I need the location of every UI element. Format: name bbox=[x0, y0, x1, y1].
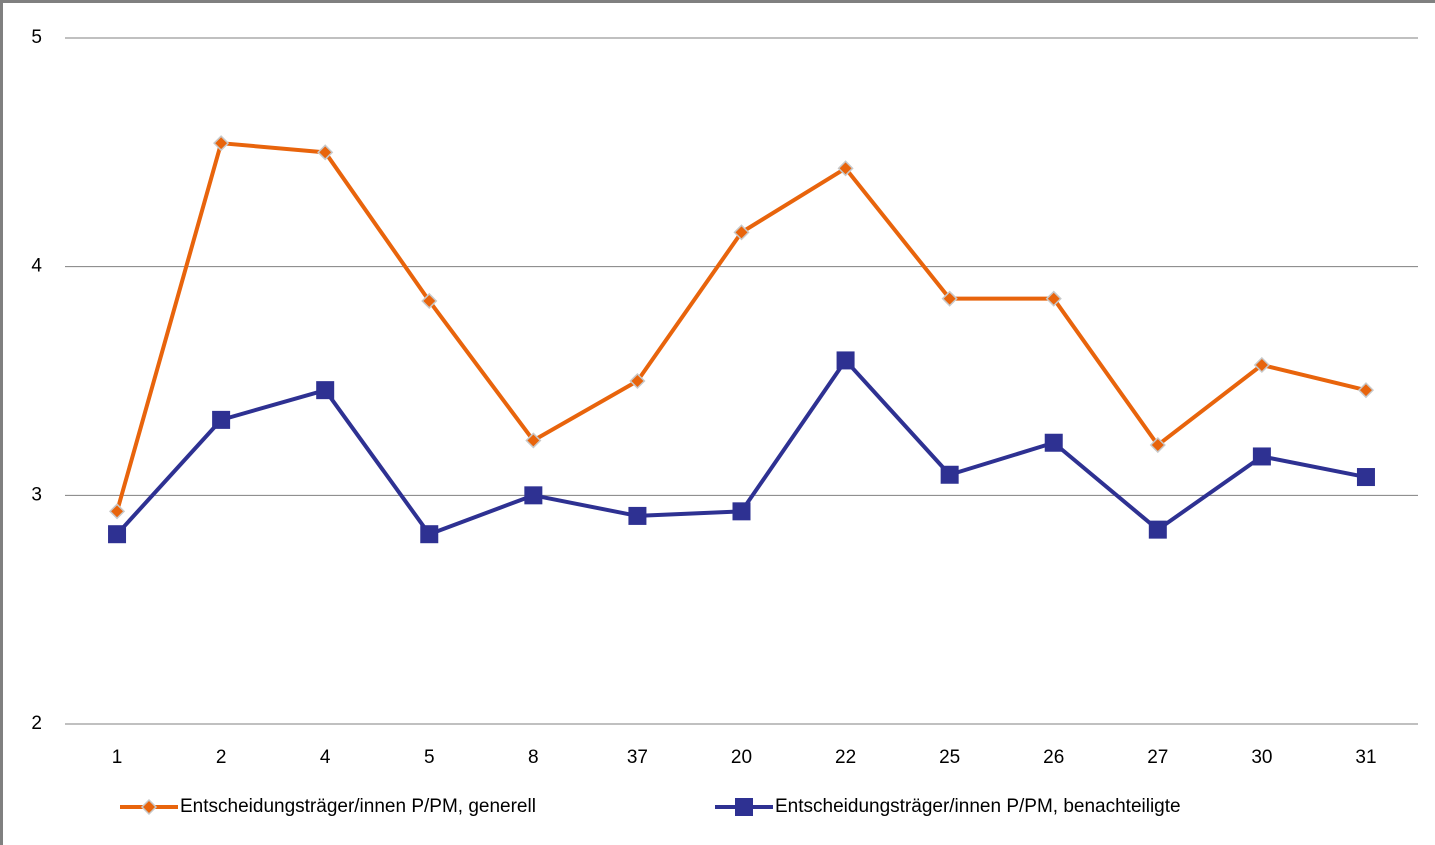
marker bbox=[1357, 382, 1375, 399]
marker bbox=[1148, 520, 1167, 539]
y-tick-label: 2 bbox=[31, 713, 42, 734]
marker bbox=[1045, 290, 1062, 307]
marker bbox=[1252, 447, 1271, 466]
x-tick-label: 20 bbox=[731, 747, 752, 768]
marker bbox=[733, 224, 750, 241]
y-tick-label: 5 bbox=[31, 27, 42, 48]
marker bbox=[1253, 356, 1270, 374]
marker bbox=[420, 525, 439, 544]
x-tick-label: 31 bbox=[1355, 747, 1376, 768]
marker bbox=[732, 502, 751, 521]
marker bbox=[1149, 436, 1166, 454]
marker bbox=[837, 160, 854, 177]
x-tick-label: 8 bbox=[528, 747, 539, 768]
marker bbox=[108, 525, 127, 544]
marker bbox=[628, 506, 647, 525]
series-line bbox=[115, 141, 1367, 512]
legend-label: Entscheidungsträger/innen P/PM, generell bbox=[180, 796, 536, 817]
legend-label: Entscheidungsträger/innen P/PM, benachte… bbox=[775, 796, 1181, 817]
x-tick-label: 27 bbox=[1147, 747, 1168, 768]
marker bbox=[1356, 468, 1375, 487]
x-tick-label: 5 bbox=[424, 747, 435, 768]
marker bbox=[940, 465, 959, 484]
x-tick-label: 30 bbox=[1251, 747, 1272, 768]
marker bbox=[629, 372, 646, 390]
marker bbox=[317, 144, 334, 161]
marker bbox=[108, 503, 126, 520]
marker bbox=[421, 292, 438, 310]
marker bbox=[213, 135, 230, 152]
marker bbox=[941, 290, 958, 307]
marker bbox=[1044, 433, 1063, 452]
x-tick-label: 1 bbox=[112, 747, 123, 768]
x-tick-label: 22 bbox=[835, 747, 856, 768]
x-tick-label: 25 bbox=[939, 747, 960, 768]
x-tick-label: 26 bbox=[1043, 747, 1064, 768]
marker bbox=[836, 351, 855, 370]
marker bbox=[524, 486, 543, 505]
marker bbox=[212, 410, 231, 429]
legend-marker bbox=[140, 798, 158, 816]
marker bbox=[525, 432, 542, 449]
legend-marker bbox=[735, 798, 753, 816]
marker bbox=[316, 381, 335, 400]
y-tick-label: 4 bbox=[31, 256, 42, 277]
x-tick-label: 4 bbox=[320, 747, 331, 768]
y-tick-label: 3 bbox=[31, 484, 42, 505]
x-tick-label: 2 bbox=[216, 747, 227, 768]
x-tick-label: 37 bbox=[627, 747, 648, 768]
